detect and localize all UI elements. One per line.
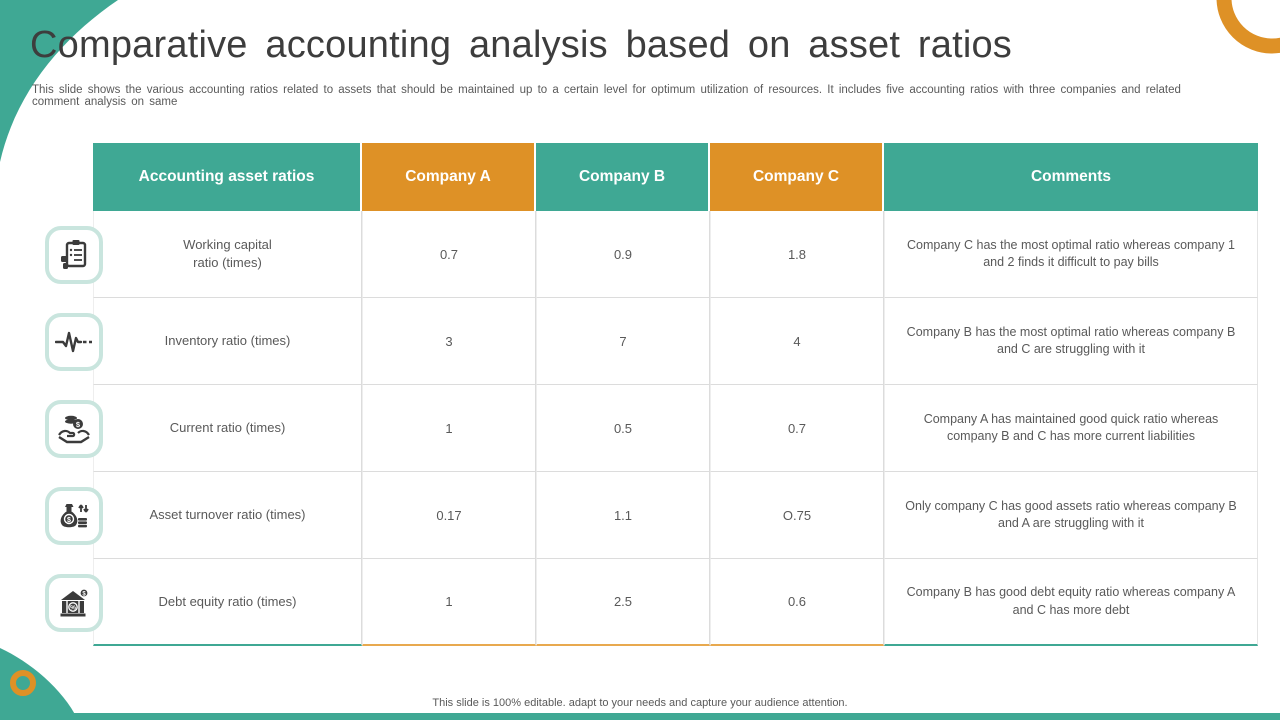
asset-ratios-table: Accounting asset ratios Company A Compan… <box>93 143 1258 646</box>
row-icon-working-capital <box>45 226 103 284</box>
svg-text:%: % <box>70 605 76 612</box>
hands-holding-coins-icon: $ <box>58 415 90 444</box>
value-cell: 0.5 <box>536 385 710 472</box>
comment-cell: Only company C has good assets ratio whe… <box>884 472 1258 559</box>
value-cell: 2.5 <box>536 559 710 646</box>
value-cell: 4 <box>710 298 884 385</box>
slide-description: This slide shows the various accounting … <box>32 84 1181 108</box>
money-bag-arrows-icon: $ <box>60 504 89 528</box>
orange-ring-bottom-left <box>10 670 36 696</box>
value-cell: 0.7 <box>362 211 536 298</box>
value-cell: 1.1 <box>536 472 710 559</box>
header-company-c: Company C <box>710 143 884 211</box>
ratio-cell: Inventory ratio (times) <box>93 298 362 385</box>
comment-cell: Company B has the most optimal ratio whe… <box>884 298 1258 385</box>
value-cell: 0.7 <box>710 385 884 472</box>
bottom-accent-bar <box>0 713 1280 720</box>
row-icon-current-ratio: $ <box>45 400 103 458</box>
comment-cell: Company C has the most optimal ratio whe… <box>884 211 1258 298</box>
value-cell: 0.6 <box>710 559 884 646</box>
value-cell: 1 <box>362 559 536 646</box>
svg-text:$: $ <box>82 592 86 598</box>
bank-percent-icon: % $ <box>60 588 89 617</box>
row-icon-debt-equity: % $ <box>45 574 103 632</box>
ratio-cell: Current ratio (times) <box>93 385 362 472</box>
header-company-a: Company A <box>362 143 536 211</box>
footer-note: This slide is 100% editable. adapt to yo… <box>432 697 848 709</box>
row-icon-asset-turnover: $ <box>45 487 103 545</box>
value-cell: 7 <box>536 298 710 385</box>
page-title: Comparative accounting analysis based on… <box>30 24 1013 66</box>
header-accounting-asset-ratios: Accounting asset ratios <box>93 143 362 211</box>
svg-text:$: $ <box>67 517 71 524</box>
value-cell: 3 <box>362 298 536 385</box>
value-cell: 0.17 <box>362 472 536 559</box>
svg-text:$: $ <box>76 420 81 429</box>
ratio-cell: Debt equity ratio (times) <box>93 559 362 646</box>
value-cell: 1 <box>362 385 536 472</box>
value-cell: 0.9 <box>536 211 710 298</box>
ratio-cell: Asset turnover ratio (times) <box>93 472 362 559</box>
comment-cell: Company B has good debt equity ratio whe… <box>884 559 1258 646</box>
value-cell: O.75 <box>710 472 884 559</box>
header-comments: Comments <box>884 143 1258 211</box>
clipboard-checklist-icon <box>61 240 87 269</box>
pulse-line-icon <box>55 331 92 353</box>
header-company-b: Company B <box>536 143 710 211</box>
value-cell: 1.8 <box>710 211 884 298</box>
orange-ring-top-right <box>1216 0 1280 54</box>
comment-cell: Company A has maintained good quick rati… <box>884 385 1258 472</box>
ratio-cell: Working capital ratio (times) <box>93 211 362 298</box>
row-icon-inventory <box>45 313 103 371</box>
